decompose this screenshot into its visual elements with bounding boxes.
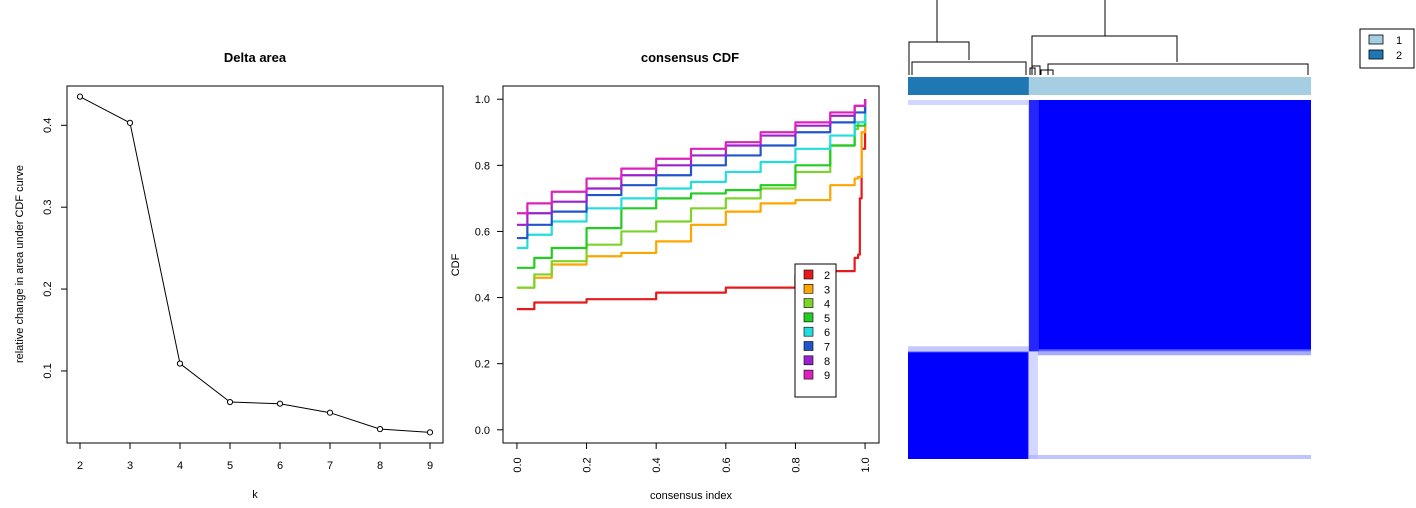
heatmap-legend-swatch xyxy=(1368,34,1384,45)
consensus-cdf-legend-swatch xyxy=(803,269,814,280)
heatmap-block-cluster-2 xyxy=(908,351,1029,459)
cdf-series-line-k8 xyxy=(516,99,867,226)
consensus-cdf-legend-swatch xyxy=(803,298,814,308)
heatmap-cluster-bar xyxy=(908,77,1311,95)
consensus-cdf-series xyxy=(516,99,867,311)
delta-area-point xyxy=(126,119,134,126)
consensus-cdf-y-tick-label: 0.4 xyxy=(475,293,490,305)
consensus-cdf-legend-label: 6 xyxy=(824,327,830,339)
delta-area-point xyxy=(276,400,284,407)
consensus-cdf-y-tick-label: 1.0 xyxy=(475,94,490,106)
consensus-cdf-y-tick-label: 0.2 xyxy=(475,359,490,371)
consensus-cdf-title: consensus CDF xyxy=(641,50,739,65)
delta-area-y-axis: 0.1 0.2 0.3 0.4 xyxy=(42,118,68,379)
delta-area-point xyxy=(226,398,234,406)
consensus-cdf-legend-label: 8 xyxy=(824,356,830,368)
delta-area-x-tick-label: 2 xyxy=(77,460,83,472)
heatmap-dendrogram-branch xyxy=(908,41,970,75)
cdf-series-line-k9 xyxy=(516,99,867,215)
consensus-cdf-xlabel: consensus index xyxy=(650,490,732,502)
heatmap-boundary-band xyxy=(1028,455,1311,459)
delta-area-point xyxy=(376,425,384,433)
consensus-cdf-legend-label: 3 xyxy=(824,284,830,296)
consensus-cdf-legend-swatch xyxy=(803,312,814,323)
consensus-cdf-x-axis: 0.0 0.2 0.4 0.6 0.8 1.0 xyxy=(512,442,872,473)
delta-area-series xyxy=(76,93,434,436)
consensus-cdf-x-tick-label: 1.0 xyxy=(860,457,872,472)
heatmap-dendrogram xyxy=(908,0,1309,75)
consensus-cdf-legend-label: 2 xyxy=(824,270,830,282)
consensus-cdf-y-tick-label: 0.0 xyxy=(475,425,490,437)
delta-area-y-tick-label: 0.1 xyxy=(42,363,54,378)
delta-area-x-tick-label: 9 xyxy=(427,460,433,472)
heatmap-boundary-band xyxy=(1037,349,1311,356)
consensus-cdf-legend-label: 4 xyxy=(824,299,830,311)
delta-area-x-tick-label: 3 xyxy=(127,460,133,472)
delta-area-x-tick-label: 6 xyxy=(277,460,283,472)
consensus-heatmap: 12 xyxy=(908,0,1415,459)
consensus-cdf-x-tick-label: 0.0 xyxy=(512,457,524,472)
heatmap-cluster-bar-segment-2 xyxy=(908,77,1029,95)
cdf-series-line-k3 xyxy=(516,99,867,289)
heatmap-dendrogram-branch xyxy=(911,61,1027,75)
delta-area-point xyxy=(176,360,184,367)
consensus-cdf-legend-label: 7 xyxy=(824,342,830,354)
delta-area-line xyxy=(79,96,431,433)
heatmap-dendrogram-branch xyxy=(1031,35,1178,75)
delta-area-point xyxy=(426,429,434,436)
delta-area-xlabel: k xyxy=(252,489,258,501)
consensus-cdf-chart: consensus CDF 0.0 0.2 0.4 0.6 0.8 1.0 0.00.20… xyxy=(450,50,880,502)
delta-area-x-tick-label: 7 xyxy=(327,460,333,472)
consensus-cdf-legend-swatch xyxy=(803,369,814,380)
heatmap-dendrogram-branch xyxy=(1047,63,1309,75)
heatmap-boundary-band xyxy=(908,100,1029,105)
delta-area-chart: Delta area 2 3 4 5 6 7 8 9 0.1 0.2 0.3 0.4 k relat… xyxy=(14,50,444,501)
consensus-cdf-ylabel: CDF xyxy=(450,253,462,276)
consensus-cdf-legend-label: 5 xyxy=(824,313,830,325)
delta-area-x-tick-label: 4 xyxy=(177,460,183,472)
heatmap-boundary-band xyxy=(908,346,1029,353)
consensus-cdf-legend-swatch xyxy=(803,283,814,294)
heatmap-legend-box xyxy=(1359,28,1415,69)
consensus-cdf-x-tick-label: 0.4 xyxy=(651,457,663,472)
delta-area-plot-frame xyxy=(66,85,444,444)
consensus-cdf-legend-label: 9 xyxy=(824,370,830,382)
delta-area-point xyxy=(76,93,84,100)
consensus-cdf-x-tick-label: 0.8 xyxy=(790,457,802,472)
consensus-cdf-legend-swatch xyxy=(803,341,814,351)
heatmap-legend-swatch xyxy=(1368,49,1384,60)
consensus-cdf-legend-swatch xyxy=(803,355,814,366)
delta-area-ylabel: relative change in area under CDF curve xyxy=(14,165,26,363)
heatmap-boundary-band xyxy=(1027,351,1038,459)
delta-area-title: Delta area xyxy=(224,50,287,65)
heatmap-dendrogram-branch xyxy=(1029,67,1036,75)
consensus-cdf-x-tick-label: 0.2 xyxy=(582,457,594,472)
heatmap-dendrogram-branch xyxy=(1031,65,1041,75)
consensus-cdf-legend-swatch xyxy=(803,326,814,337)
consensus-cdf-y-tick-label: 0.8 xyxy=(475,160,490,172)
heatmap-dendrogram-branch xyxy=(1040,69,1054,75)
heatmap-legend-label: 1 xyxy=(1396,35,1402,47)
consensus-cdf-legend-box xyxy=(794,263,837,398)
delta-area-y-tick-label: 0.4 xyxy=(42,118,54,133)
heatmap-legend-label: 2 xyxy=(1396,50,1402,62)
consensus-cdf-y-tick-label: 0.6 xyxy=(475,226,490,238)
delta-area-x-tick-label: 5 xyxy=(227,460,233,472)
consensus-cdf-legend: 2 3 4 5 6 7 8 9 xyxy=(794,263,837,398)
heatmap-boundary-band xyxy=(1028,100,1039,352)
delta-area-y-tick-label: 0.2 xyxy=(42,281,54,296)
delta-area-x-tick-label: 8 xyxy=(377,460,383,472)
heatmap-cells xyxy=(908,100,1311,459)
heatmap-legend: 12 xyxy=(1359,28,1415,69)
heatmap-block-cluster-1 xyxy=(1028,100,1311,352)
delta-area-y-tick-label: 0.3 xyxy=(42,200,54,215)
heatmap-cluster-bar-segment-1 xyxy=(1028,77,1311,95)
consensus-cdf-y-axis: 0.0 0.2 0.4 0.6 0.8 1.0 xyxy=(475,94,504,437)
delta-area-point xyxy=(326,409,334,416)
delta-area-x-axis: 2 3 4 5 6 7 8 9 xyxy=(77,442,433,472)
consensus-cdf-x-tick-label: 0.6 xyxy=(721,457,733,472)
